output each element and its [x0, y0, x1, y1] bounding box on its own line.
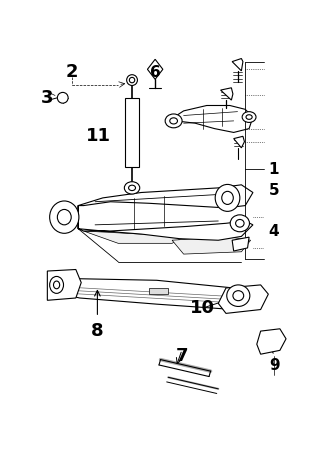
Polygon shape — [221, 88, 233, 100]
Polygon shape — [125, 98, 139, 167]
Circle shape — [57, 92, 68, 103]
Ellipse shape — [233, 291, 244, 301]
Text: 6: 6 — [150, 65, 161, 80]
Text: 3: 3 — [41, 89, 54, 107]
Ellipse shape — [124, 182, 140, 194]
Ellipse shape — [129, 185, 136, 191]
Polygon shape — [78, 185, 253, 240]
Text: 1: 1 — [268, 162, 279, 177]
Polygon shape — [55, 279, 261, 310]
Ellipse shape — [215, 184, 240, 211]
Ellipse shape — [227, 285, 250, 306]
Polygon shape — [234, 136, 245, 148]
Text: 7: 7 — [176, 347, 188, 365]
Text: 5: 5 — [268, 182, 279, 198]
Ellipse shape — [230, 215, 249, 232]
Polygon shape — [218, 285, 268, 313]
Ellipse shape — [127, 75, 137, 85]
Text: 2: 2 — [66, 63, 78, 81]
Polygon shape — [147, 59, 163, 79]
Polygon shape — [232, 59, 243, 71]
Polygon shape — [47, 269, 81, 300]
Polygon shape — [172, 237, 251, 254]
Ellipse shape — [242, 112, 256, 122]
Ellipse shape — [129, 77, 135, 83]
Text: 10: 10 — [190, 299, 215, 317]
Ellipse shape — [50, 201, 79, 233]
Polygon shape — [232, 237, 249, 251]
Polygon shape — [149, 288, 168, 294]
Text: 8: 8 — [91, 322, 104, 340]
Text: 11: 11 — [87, 128, 111, 145]
Ellipse shape — [222, 191, 233, 204]
Polygon shape — [168, 105, 253, 133]
Ellipse shape — [50, 276, 64, 293]
Polygon shape — [84, 231, 195, 243]
Ellipse shape — [54, 281, 60, 289]
Ellipse shape — [235, 219, 244, 227]
Text: 4: 4 — [268, 224, 279, 238]
Ellipse shape — [246, 115, 252, 119]
Ellipse shape — [165, 114, 182, 128]
Ellipse shape — [57, 209, 71, 225]
Polygon shape — [257, 329, 286, 354]
Ellipse shape — [170, 118, 177, 124]
Text: 9: 9 — [269, 358, 280, 373]
